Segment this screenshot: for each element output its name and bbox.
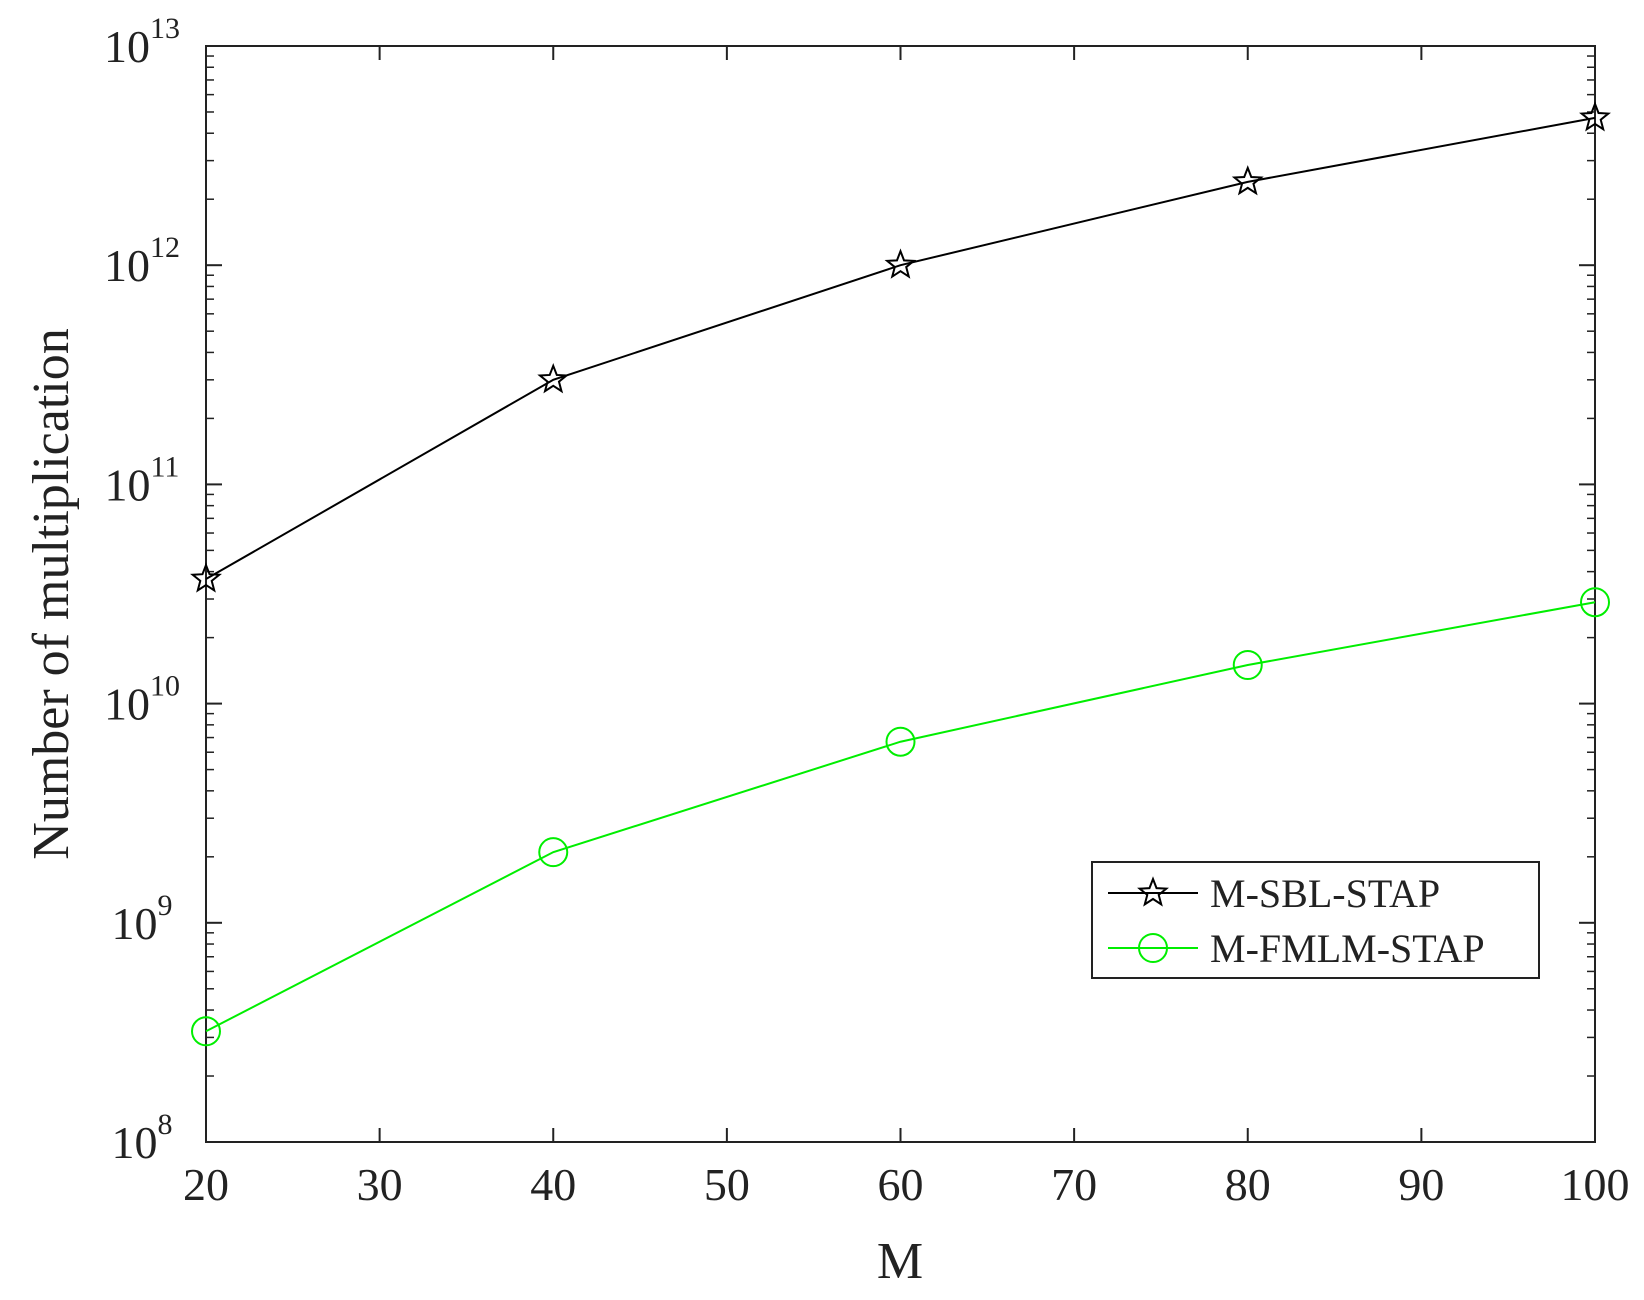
data-point-m-sbl-stap [1579,101,1611,132]
y-tick-base: 10 [112,1117,158,1168]
data-point-m-sbl-stap [884,248,917,279]
x-tick-label: 30 [357,1159,403,1210]
x-tick-label: 90 [1398,1159,1444,1210]
legend-marker-m-fmlm-stap [1138,933,1168,963]
x-tick-label: 100 [1561,1159,1630,1210]
y-tick-base: 10 [104,21,150,72]
legend-marker-m-sbl-stap [1137,876,1169,907]
series-line-m-fmlm-stap [205,601,1596,1033]
y-tick-base: 10 [105,459,151,510]
y-tick-exponent: 12 [150,231,180,264]
x-tick-label: 60 [878,1159,924,1210]
y-tick-exponent: 11 [151,450,180,483]
y-tick-label: 1013 [104,12,180,72]
y-tick-exponent: 10 [150,670,180,703]
minor-ticks [206,55,1595,1077]
data-point-m-fmlm-stap [885,726,916,757]
y-tick-base: 10 [112,898,158,949]
data-point-m-sbl-stap [537,363,570,394]
data-point-m-sbl-stap [190,562,222,593]
data-point-m-fmlm-stap [1232,650,1263,681]
y-axis-label: Number of multiplication [23,328,80,859]
legend-label-m-sbl-stap: M-SBL-STAP [1210,871,1440,916]
y-tick-exponent: 13 [150,12,180,45]
legend-label-m-fmlm-stap: M-FMLM-STAP [1210,926,1485,971]
legend: M-SBL-STAP M-FMLM-STAP [1091,861,1540,979]
x-tick-label: 80 [1225,1159,1271,1210]
x-tick-label: 50 [704,1159,750,1210]
series-layer [190,101,1611,1047]
x-axis-label: M [877,1233,923,1290]
y-tick-label: 109 [112,889,173,949]
y-tick-exponent: 9 [158,889,173,922]
y-tick-label: 1010 [104,670,180,730]
data-point-m-sbl-stap [1231,165,1264,196]
x-axis: 20 30 40 50 60 70 80 90 100 [183,46,1630,1210]
x-tick-label: 40 [530,1159,576,1210]
y-tick-label: 108 [112,1108,173,1168]
x-tick-label: 20 [183,1159,229,1210]
data-point-m-fmlm-stap [191,1016,221,1047]
y-tick-base: 10 [104,240,150,291]
series-line-m-sbl-stap [205,116,1596,580]
y-tick-label: 1011 [105,450,180,510]
x-tick-label: 70 [1051,1159,1097,1210]
data-point-m-fmlm-stap [1580,587,1610,618]
data-point-m-fmlm-stap [538,837,569,868]
y-tick-label: 1012 [104,231,180,291]
y-tick-exponent: 8 [158,1108,173,1141]
legend-box [1091,861,1540,979]
y-tick-base: 10 [104,679,150,730]
